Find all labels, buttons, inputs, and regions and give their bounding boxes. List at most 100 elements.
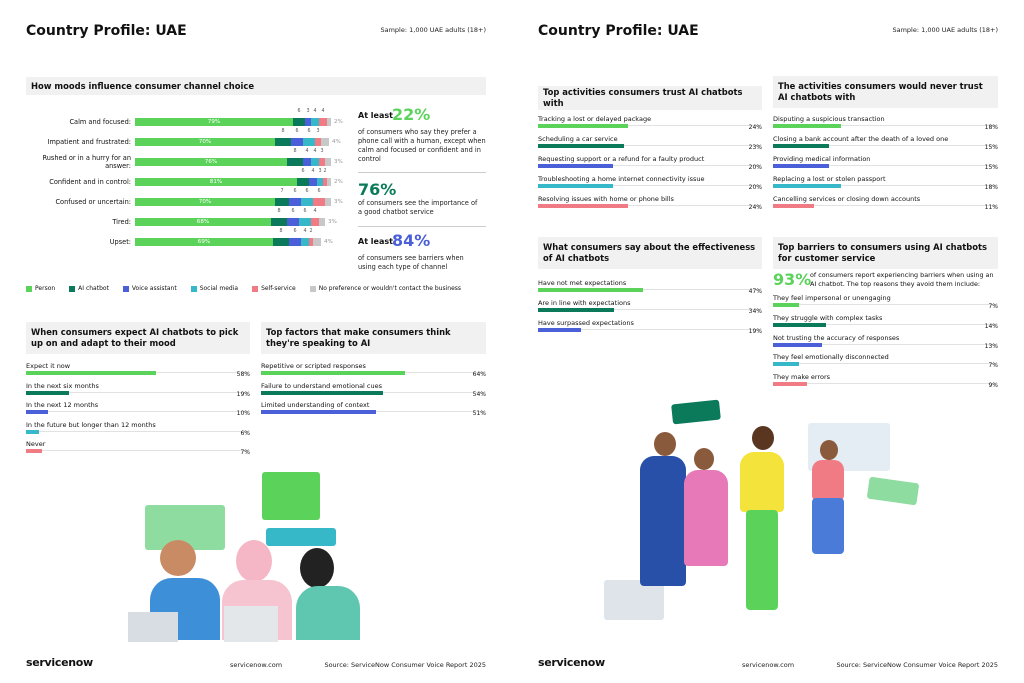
- value-label: 4%: [332, 139, 341, 145]
- bar-segment: [299, 218, 311, 226]
- divider: [358, 226, 486, 227]
- illustration-head: [160, 540, 196, 576]
- value-label: 76%: [204, 159, 218, 165]
- panel-header: How moods influence consumer channel cho…: [26, 77, 486, 95]
- bar: [773, 303, 800, 307]
- footer-url: servicenow.com: [230, 661, 283, 669]
- value-label: 3%: [328, 219, 337, 225]
- category-label: Requesting support or a refund for a fau…: [538, 155, 705, 163]
- illustration-chart: [262, 472, 320, 520]
- legend-item: Person: [26, 285, 55, 292]
- track: [773, 343, 998, 345]
- legend-swatch: [190, 285, 197, 292]
- panel-header: Top barriers to consumers using AI chatb…: [773, 237, 998, 269]
- value-label: 18%: [984, 124, 998, 131]
- logo: servicenow: [538, 656, 605, 669]
- category-label: Tired:: [112, 218, 131, 226]
- legend-item: Voice assistant: [122, 285, 177, 292]
- panel-header: Top activities consumers trust AI chatbo…: [538, 86, 762, 110]
- category-label: Failure to understand emotional cues: [261, 381, 383, 390]
- value-label: 4: [313, 109, 317, 114]
- category-label: Impatient and frustrated:: [47, 138, 131, 146]
- track: [773, 323, 998, 325]
- value-label: 69%: [197, 239, 211, 245]
- bar: [26, 390, 69, 395]
- value-label: 6: [307, 129, 311, 134]
- bar: [538, 204, 628, 208]
- category-label: Replacing a lost or stolen passport: [773, 175, 886, 183]
- legend-label: No preference or wouldn't contact the bu…: [318, 285, 462, 292]
- track: [773, 304, 998, 305]
- value-label: 6: [303, 209, 307, 214]
- value-label: 3: [306, 109, 310, 114]
- value-label: 4: [311, 169, 315, 174]
- track: [538, 185, 762, 186]
- illustration-laptop: [128, 612, 178, 642]
- bar-segment: [287, 158, 303, 166]
- track: [26, 411, 250, 412]
- legend-label: Voice assistant: [131, 285, 177, 292]
- value-label: 4: [321, 109, 325, 114]
- value-label: 2%: [334, 119, 343, 125]
- illustration-head: [752, 426, 774, 450]
- bar-segment: [135, 178, 297, 186]
- bar: [773, 164, 830, 168]
- value-label: 6: [301, 169, 305, 174]
- bar-segment: [297, 178, 309, 186]
- legend-item: No preference or wouldn't contact the bu…: [309, 285, 462, 292]
- category-label: Providing medical information: [773, 155, 871, 163]
- illustration-body: [296, 586, 360, 640]
- bar-segment: [321, 138, 329, 146]
- category-label: Have not met expectations: [538, 279, 627, 287]
- category-label: They feel impersonal or unengaging: [773, 294, 891, 302]
- bar: [26, 449, 42, 453]
- bar: [538, 288, 644, 292]
- bar-segment: [327, 118, 331, 126]
- illustration-head: [820, 440, 838, 460]
- value-label: 4: [303, 229, 307, 234]
- callout-text: of consumers see the importance of a goo…: [358, 199, 478, 216]
- value-label: 70%: [198, 139, 212, 145]
- value-label: 9%: [988, 382, 998, 390]
- category-label: Disputing a suspicious transaction: [773, 115, 885, 123]
- bar-segment: [313, 238, 321, 246]
- value-label: 20%: [748, 184, 762, 191]
- illustration-card: [671, 399, 721, 425]
- bar-segment: [303, 158, 311, 166]
- legend: Person AI chatbot Voice assistant Social me…: [26, 285, 486, 292]
- value-label: 6: [317, 189, 321, 194]
- bar-segment: [319, 118, 327, 126]
- bar-segment: [301, 238, 309, 246]
- value-label: 2: [309, 229, 313, 234]
- bar: [773, 184, 841, 188]
- value-label: 3: [320, 149, 324, 154]
- category-label: Upset:: [109, 238, 131, 246]
- value-label: 6: [295, 129, 299, 134]
- value-label: 3: [318, 169, 322, 174]
- value-label: 24%: [748, 204, 762, 211]
- bar-segment: [319, 158, 325, 166]
- panel-header: What consumers say about the effectivene…: [538, 237, 762, 269]
- legend-item: AI chatbot: [69, 285, 109, 292]
- value-label: 58%: [236, 371, 250, 378]
- value-label: 8: [281, 129, 285, 134]
- category-label: Confused or uncertain:: [55, 198, 131, 206]
- value-label: 54%: [472, 390, 486, 398]
- track: [773, 185, 998, 186]
- illustration-body: [684, 470, 728, 566]
- illustration-card: [866, 476, 920, 506]
- legend-swatch: [122, 285, 129, 292]
- bar: [538, 164, 613, 168]
- bar-segment: [273, 238, 289, 246]
- bar-segment: [289, 238, 301, 246]
- category-label: Not trusting the accuracy of responses: [773, 333, 900, 342]
- panel-header: Top factors that make consumers think th…: [261, 322, 486, 354]
- bar: [261, 410, 376, 414]
- bar-segment: [275, 138, 291, 146]
- footer-url: servicenow.com: [742, 661, 795, 669]
- legend-label: Person: [35, 285, 56, 292]
- category-label: Never: [26, 440, 46, 448]
- page-title: Country Profile: UAE: [538, 23, 699, 39]
- value-label: 24%: [748, 124, 762, 131]
- sample-note: Sample: 1,000 UAE adults (18+): [380, 26, 486, 34]
